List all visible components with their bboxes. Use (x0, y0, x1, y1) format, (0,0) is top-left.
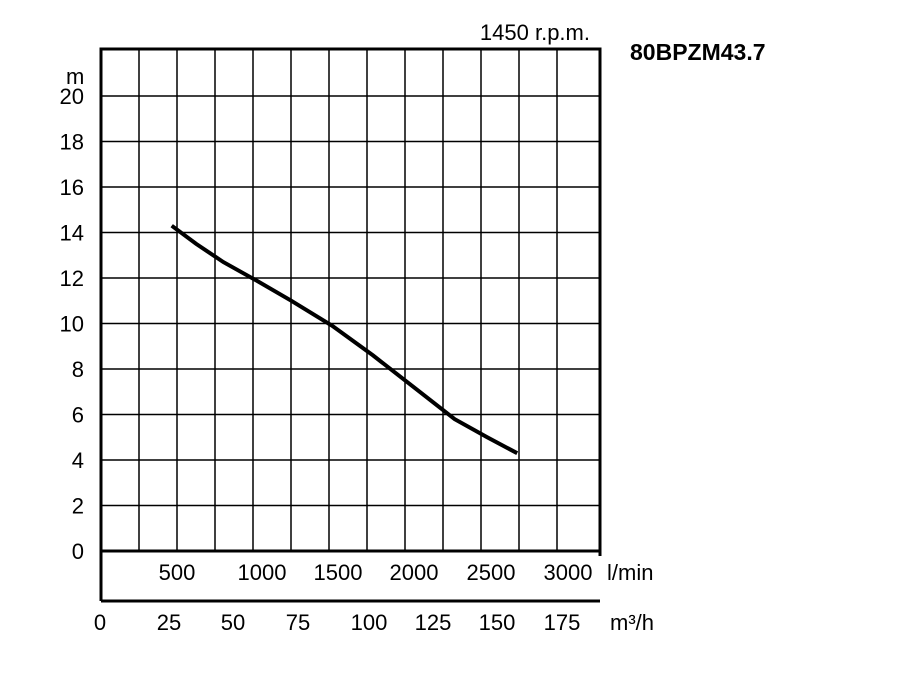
y-tick-label: 16 (60, 175, 84, 200)
y-tick-label: 10 (60, 312, 84, 337)
y-tick-label: 2 (72, 494, 84, 519)
x-tick-label-lmin: 1000 (238, 560, 287, 585)
x-tick-label-m3h: 25 (157, 610, 181, 635)
y-tick-labels: 0 2 4 6 8 10 12 14 16 18 20 (60, 84, 84, 564)
x-tick-label-m3h: 75 (286, 610, 310, 635)
y-axis-unit: m (66, 64, 84, 89)
head-flow-curve (170, 224, 519, 455)
y-tick-label: 20 (60, 84, 84, 109)
y-tick-label: 8 (72, 357, 84, 382)
speed-label: 1450 r.p.m. (480, 20, 590, 45)
x-tick-label-lmin: 2000 (390, 560, 439, 585)
plot-border (99, 47, 602, 553)
y-tick-label: 6 (72, 403, 84, 428)
y-tick-label: 18 (60, 130, 84, 155)
x-tick-label-m3h: 150 (479, 610, 516, 635)
x-tick-label-m3h: 0 (94, 610, 106, 635)
y-tick-label: 4 (72, 448, 84, 473)
x-tick-label-m3h: 175 (544, 610, 581, 635)
x-tick-label-lmin: 500 (159, 560, 196, 585)
x-tick-label-lmin: 3000 (544, 560, 593, 585)
x-unit-m3h: m³/h (610, 610, 654, 635)
x-tick-label-m3h: 125 (415, 610, 452, 635)
chart-grid (101, 49, 600, 551)
y-tick-label: 14 (60, 221, 84, 246)
x-tick-label-m3h: 100 (351, 610, 388, 635)
model-title: 80BPZM43.7 (630, 39, 766, 65)
x-tick-label-lmin: 2500 (467, 560, 516, 585)
x-tick-labels: 500 1000 1500 2000 2500 3000 0 25 50 75 100 125 150 1… (94, 560, 593, 635)
y-tick-label: 12 (60, 266, 84, 291)
x-unit-lmin: l/min (607, 560, 653, 585)
x-tick-label-lmin: 1500 (314, 560, 363, 585)
chart-frame (99, 47, 602, 603)
x-tick-label-m3h: 50 (221, 610, 245, 635)
y-tick-label: 0 (72, 539, 84, 564)
